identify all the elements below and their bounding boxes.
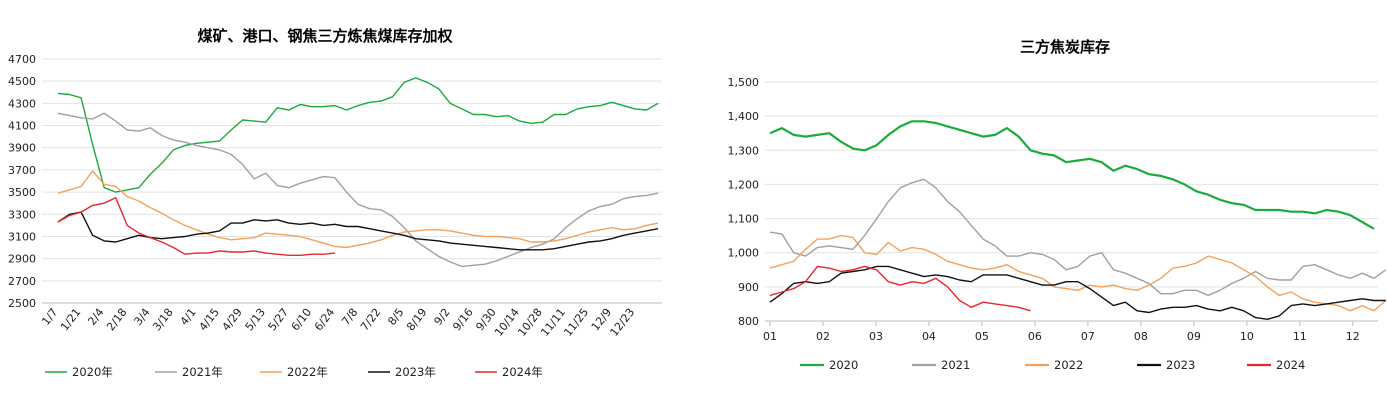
x-tick-02: 02 [816, 330, 830, 343]
y-tick-800: 800 [738, 315, 759, 328]
y-tick-2500: 2500 [8, 297, 36, 310]
x-tick-06: 06 [1028, 330, 1042, 343]
x-tick-12-23: 12/23 [608, 306, 638, 339]
legend-label-2021: 2021 [941, 358, 970, 372]
x-tick-01: 01 [763, 330, 777, 343]
x-tick-10-28: 10/28 [515, 306, 545, 339]
x-tick-6-24: 6/24 [312, 306, 337, 333]
y-gridlines [42, 58, 662, 304]
series-line-2024 [57, 196, 335, 257]
x-tick-3-4: 3/4 [132, 306, 153, 328]
series-line-2021 [57, 112, 659, 268]
x-tick-4-29: 4/29 [220, 306, 245, 333]
chart-coke-inventory: 三方焦炭库存 800 900 1,000 1,100 1,200 1,300 1,400 1,… [728, 38, 1387, 372]
x-tick-5-27: 5/27 [266, 306, 291, 333]
legend: 2020年 2021年 2022年 2023年 2024年 [45, 365, 543, 379]
series-lines [57, 77, 659, 268]
y-tick-3100: 3100 [8, 230, 36, 243]
series-line-2020 [57, 77, 659, 193]
series-lines [769, 120, 1387, 320]
x-tick-04: 04 [922, 330, 936, 343]
x-tick-09: 09 [1187, 330, 1201, 343]
y-tick-3500: 3500 [8, 186, 36, 199]
legend-label-2022: 2022 [1054, 358, 1083, 372]
series-line-2021 [769, 178, 1387, 297]
series-line-2022 [769, 234, 1387, 312]
x-tick-9-16: 9/16 [450, 306, 475, 333]
y-tick-3300: 3300 [8, 208, 36, 221]
x-tick-3-18: 3/18 [150, 306, 175, 333]
x-tick-03: 03 [869, 330, 883, 343]
x-tick-7-22: 7/22 [358, 306, 383, 333]
y-tick-1-100: 1,100 [728, 213, 760, 226]
x-tick-9-2: 9/2 [432, 306, 453, 328]
x-tick-6-10: 6/10 [289, 306, 314, 333]
chart-title: 三方焦炭库存 [1020, 38, 1110, 56]
y-tick-2700: 2700 [8, 275, 36, 288]
y-tick-4100: 4100 [8, 120, 36, 133]
chart-coal-inventory: 煤矿、港口、钢焦三方炼焦煤库存加权 2500 2700 2900 3100 3300 35… [8, 27, 662, 379]
x-tick-07: 07 [1081, 330, 1095, 343]
y-tick-3900: 3900 [8, 142, 36, 155]
x-tick-2-18: 2/18 [104, 306, 129, 333]
y-axis-ticks: 2500 2700 2900 3100 3300 3500 3700 3900 4100 4300… [8, 53, 36, 310]
legend-label-2020: 2020 [829, 358, 858, 372]
legend: 2020 2021 2022 2023 2024 [800, 358, 1305, 372]
x-tick-2-4: 2/4 [85, 306, 106, 328]
x-tick-12: 12 [1346, 330, 1360, 343]
legend-label-2020: 2020年 [72, 365, 113, 379]
legend-label-2023: 2023 [1166, 358, 1195, 372]
y-tick-1-300: 1,300 [728, 144, 760, 157]
legend-label-2023: 2023年 [395, 365, 436, 379]
y-tick-1-500: 1,500 [728, 76, 760, 89]
x-tick-05: 05 [975, 330, 989, 343]
y-tick-3700: 3700 [8, 164, 36, 177]
x-tick-08: 08 [1134, 330, 1148, 343]
x-tick-7-8: 7/8 [339, 306, 360, 328]
series-line-2023 [769, 265, 1386, 320]
legend-label-2021: 2021年 [182, 365, 223, 379]
y-tick-4500: 4500 [8, 75, 36, 88]
y-tick-4300: 4300 [8, 97, 36, 110]
y-tick-4700: 4700 [8, 53, 36, 66]
x-tick-5-13: 5/13 [243, 306, 268, 333]
y-axis-ticks: 800 900 1,000 1,100 1,200 1,300 1,400 1,500 [728, 76, 760, 328]
x-tick-8-19: 8/19 [404, 306, 429, 333]
x-tick-11-11: 11/11 [538, 306, 568, 339]
series-line-2023 [57, 211, 659, 251]
legend-label-2024: 2024年 [502, 365, 543, 379]
y-gridlines [765, 81, 1378, 322]
x-tick-10: 10 [1240, 330, 1254, 343]
x-tick-11-25: 11/25 [561, 306, 591, 339]
x-axis-ticks: 1/71/21 2/42/18 3/43/18 4/14/154/295/135/27… [39, 306, 637, 339]
x-tick-11: 11 [1293, 330, 1307, 343]
x-axis-ticks: 01 02 03 04 05 06 07 08 09 10 11 12 [763, 321, 1360, 343]
y-tick-1-400: 1,400 [728, 110, 760, 123]
series-line-2020 [769, 120, 1375, 230]
x-tick-10-14: 10/14 [492, 306, 522, 339]
x-tick-1-21: 1/21 [58, 306, 83, 333]
x-tick-4-15: 4/15 [196, 306, 221, 333]
y-tick-1-200: 1,200 [728, 178, 760, 191]
x-tick-8-5: 8/5 [385, 306, 406, 328]
y-tick-2900: 2900 [8, 253, 36, 266]
series-line-2022 [57, 170, 659, 249]
legend-label-2022: 2022年 [287, 365, 328, 379]
y-tick-1-000: 1,000 [728, 247, 760, 260]
x-tick-4-1: 4/1 [178, 306, 199, 328]
legend-label-2024: 2024 [1276, 358, 1305, 372]
y-tick-900: 900 [738, 281, 759, 294]
x-tick-1-7: 1/7 [39, 306, 60, 328]
chart-title: 煤矿、港口、钢焦三方炼焦煤库存加权 [197, 27, 453, 45]
series-line-2024 [769, 265, 1031, 312]
